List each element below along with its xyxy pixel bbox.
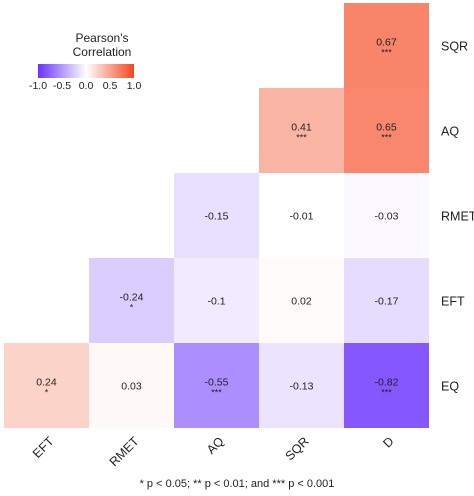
cell-value-label: 0.41 [291,122,312,134]
heatmap-cell-rmet-eq: 0.03 [89,343,174,428]
heatmap-cell-fill [344,3,429,88]
heatmap-cell-aq-eq: -0.55*** [174,343,259,428]
x-tick-label: EFT [30,434,57,461]
significance-footnote: * p < 0.05; ** p < 0.01; and *** p < 0.0… [139,478,335,490]
y-tick-label: AQ [441,125,459,139]
heatmap-cell-fill [344,88,429,173]
y-tick-label: SQR [441,40,468,54]
y-tick-label: EFT [441,295,465,309]
cell-value-label: -0.55 [205,377,229,389]
cell-value-label: 0.67 [376,37,397,49]
cell-significance-label: *** [381,133,392,143]
heatmap-cell-fill [4,343,89,428]
heatmap-cell-d-rmet: -0.03 [344,173,429,258]
heatmap-cell-aq-eft: -0.1 [174,258,259,343]
heatmap-cell-d-sqr: 0.67*** [344,3,429,88]
cell-value-label: -0.15 [205,211,229,223]
cell-value-label: -0.03 [375,211,399,223]
y-tick-label: RMET [441,210,474,224]
heatmap-cell-sqr-rmet: -0.01 [259,173,344,258]
cell-value-label: 0.02 [291,296,312,308]
heatmap-cell-fill [259,88,344,173]
legend-title-line-1: Pearson's [75,31,129,45]
x-tick-label: RMET [107,434,142,469]
heatmap-cell-fill [174,343,259,428]
heatmap-cell-rmet-eft: -0.24* [89,258,174,343]
heatmap-cell-fill [89,343,174,428]
legend-title-line-2: Correlation [72,45,132,59]
heatmap-cell-sqr-eq: -0.13 [259,343,344,428]
heatmap-cell-sqr-aq: 0.41*** [259,88,344,173]
heatmap-cell-fill [174,173,259,258]
legend-tick-label: -0.5 [52,80,72,92]
heatmap-cell-fill [259,258,344,343]
legend-tick-label: -1.0 [28,80,48,92]
heatmap-cell-d-eq: -0.82*** [344,343,429,428]
legend-tick-label: 0.0 [78,80,94,92]
heatmap-cell-aq-rmet: -0.15 [174,173,259,258]
heatmap-cell-d-eft: -0.17 [344,258,429,343]
legend-title: Pearson's Correlation [44,31,160,59]
cell-value-label: -0.24 [120,292,144,304]
cell-value-label: -0.82 [375,377,399,389]
heatmap-cell-fill [259,173,344,258]
cell-value-label: 0.24 [36,377,57,389]
heatmap-cell-eft-eq: 0.24* [4,343,89,428]
legend-tick-label: 1.0 [126,80,142,92]
heatmap-cell-fill [344,343,429,428]
x-tick-label: SQR [283,434,312,463]
legend-tick-label: 0.5 [102,80,118,92]
cell-value-label: -0.13 [290,381,314,393]
cell-significance-label: *** [381,388,392,398]
cell-value-label: -0.1 [207,296,225,308]
x-tick-label: AQ [204,434,227,457]
legend-tick-labels: -1.0 -0.5 0.0 0.5 1.0 [0,80,474,94]
cell-value-label: -0.01 [290,211,314,223]
x-tick-label: D [380,434,396,450]
legend-color-bar [38,64,134,78]
cell-significance-label: *** [211,388,222,398]
cell-significance-label: *** [381,48,392,58]
heatmap-cell-d-aq: 0.65*** [344,88,429,173]
cell-significance-label: * [45,388,49,398]
cell-value-label: 0.65 [376,122,397,134]
y-tick-label: EQ [441,380,459,394]
cell-value-label: 0.03 [121,381,142,393]
cell-significance-label: * [130,303,134,313]
heatmap-cell-fill [89,258,174,343]
heatmap-cell-fill [259,343,344,428]
heatmap-cell-fill [344,258,429,343]
heatmap-cell-fill [174,258,259,343]
heatmap-cell-fill [344,173,429,258]
cell-significance-label: *** [296,133,307,143]
cell-value-label: -0.17 [375,296,399,308]
heatmap-cell-sqr-eft: 0.02 [259,258,344,343]
